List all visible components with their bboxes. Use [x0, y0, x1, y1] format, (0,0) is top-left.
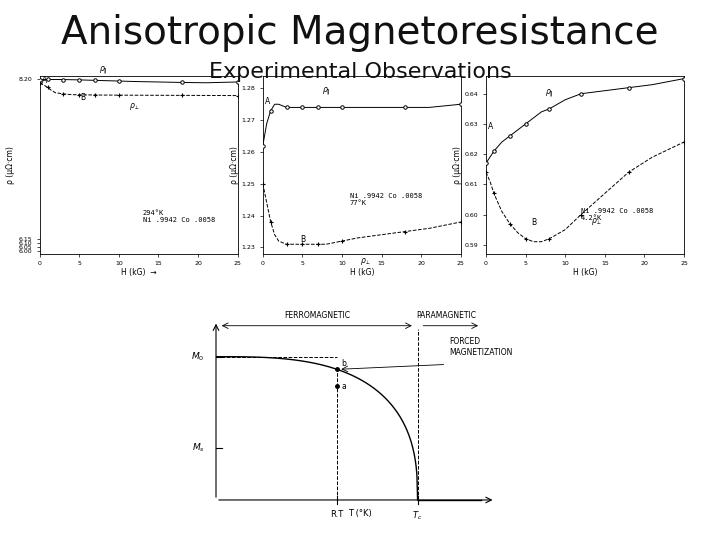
Text: $T_c$: $T_c$: [413, 510, 423, 522]
Text: Ni .9942 Co .0058
4.2°K: Ni .9942 Co .0058 4.2°K: [581, 207, 653, 220]
Text: A: A: [265, 97, 271, 105]
Text: Anisotropic Magnetoresistance: Anisotropic Magnetoresistance: [61, 14, 659, 51]
Text: b: b: [341, 359, 346, 368]
Text: $\rho_{\perp}$: $\rho_{\perp}$: [360, 256, 372, 267]
Text: PARAMAGNETIC: PARAMAGNETIC: [416, 310, 477, 320]
Y-axis label: ρ (μΩ·cm): ρ (μΩ·cm): [230, 146, 238, 184]
Y-axis label: ρ (μΩ·cm): ρ (μΩ·cm): [6, 146, 15, 184]
Text: FERROMAGNETIC: FERROMAGNETIC: [284, 310, 350, 320]
Text: A: A: [488, 123, 494, 131]
Text: FORCED
MAGNETIZATION: FORCED MAGNETIZATION: [449, 338, 513, 356]
Text: $M_0$: $M_0$: [191, 350, 204, 363]
Text: $\rho_{\perp}$: $\rho_{\perp}$: [591, 215, 603, 227]
Text: B: B: [300, 235, 305, 244]
Text: $\rho_{\perp}$: $\rho_{\perp}$: [129, 100, 140, 112]
X-axis label: H (kG)  →: H (kG) →: [121, 268, 156, 277]
Text: $\rho_{\|}$: $\rho_{\|}$: [545, 87, 554, 100]
Text: B: B: [81, 93, 86, 102]
Text: Ni .9942 Co .0058
77°K: Ni .9942 Co .0058 77°K: [350, 193, 422, 206]
Text: A: A: [42, 76, 48, 85]
Text: a: a: [341, 382, 346, 391]
Text: Experimental Observations: Experimental Observations: [209, 62, 511, 82]
Text: $M_s$: $M_s$: [192, 442, 204, 454]
Text: T (°K): T (°K): [348, 509, 372, 518]
Text: $\rho_{\|}$: $\rho_{\|}$: [99, 65, 107, 77]
Text: B: B: [531, 218, 536, 227]
Text: 294°K
Ni .9942 Co .0058: 294°K Ni .9942 Co .0058: [143, 211, 215, 224]
Text: $\rho_{\|}$: $\rho_{\|}$: [322, 86, 330, 98]
X-axis label: H (kG): H (kG): [572, 268, 598, 277]
Text: R.T: R.T: [330, 510, 343, 519]
Y-axis label: ρ (μΩ·cm): ρ (μΩ·cm): [453, 146, 462, 184]
X-axis label: H (kG): H (kG): [349, 268, 374, 277]
